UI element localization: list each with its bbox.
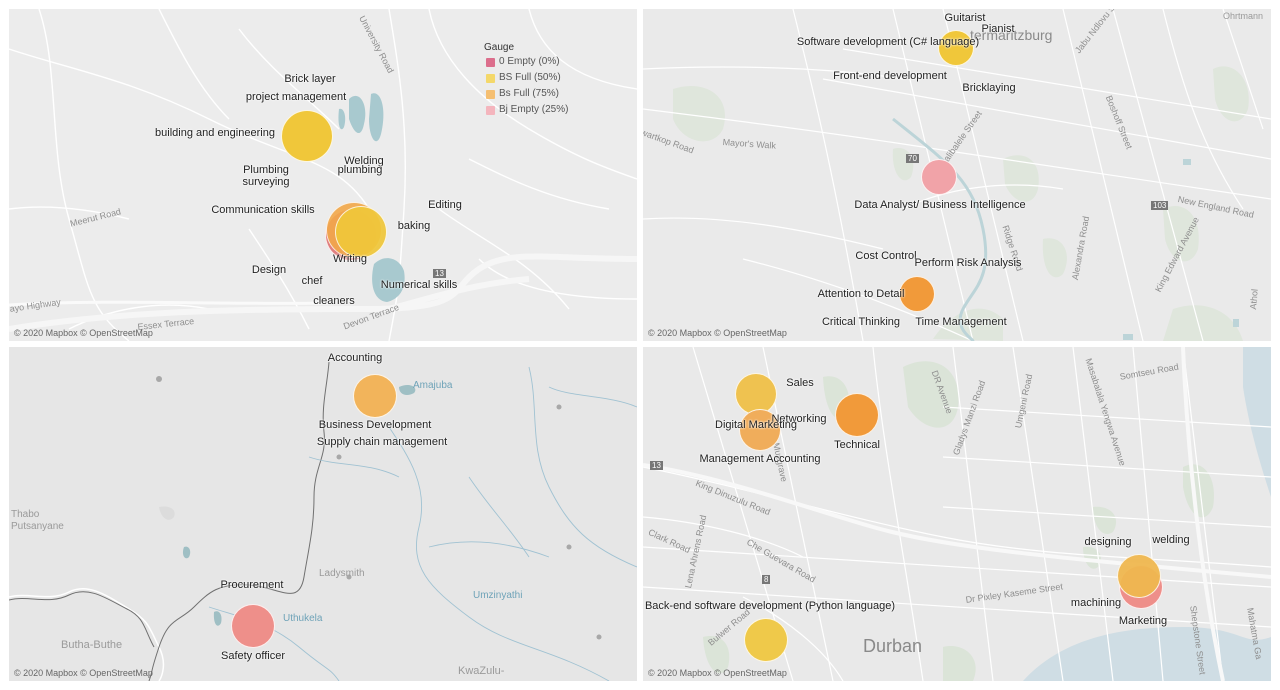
route-shield: 13 <box>650 461 663 470</box>
skill-bubble[interactable] <box>938 30 974 66</box>
skill-bubble[interactable] <box>744 618 788 662</box>
map-attribution[interactable]: © 2020 Mapbox © OpenStreetMap <box>648 328 787 338</box>
legend-label: BS Full (50%) <box>499 72 561 83</box>
map-background <box>9 361 637 681</box>
skill-bubble[interactable] <box>1117 554 1161 598</box>
legend-swatch <box>486 106 495 115</box>
map-attribution[interactable]: © 2020 Mapbox © OpenStreetMap <box>14 328 153 338</box>
skill-label: Business Development <box>318 419 432 431</box>
skill-label: Digital Marketing <box>715 419 797 431</box>
skill-label: Plumbing <box>243 164 289 176</box>
place-label: Ladysmith <box>319 568 365 579</box>
map-panel-3[interactable]: Amajuba Thabo Putsanyane Ladysmith Uthuk… <box>9 347 637 681</box>
skill-label: Attention to Detail <box>817 288 905 300</box>
skill-label: Networking <box>771 413 827 425</box>
place-label: Umzinyathi <box>473 590 523 601</box>
skill-bubble[interactable] <box>231 604 275 648</box>
legend-item[interactable]: BS Full (50%) <box>484 72 561 88</box>
skill-label: Management Accounting <box>699 453 821 465</box>
skill-label: Marketing <box>1118 615 1168 627</box>
skill-label: Back-end software development (Python la… <box>644 600 896 612</box>
place-label: Butha-Buthe <box>61 639 123 651</box>
skill-label: surveying <box>242 176 290 188</box>
skill-label: plumbing <box>337 164 383 176</box>
route-shield: 13 <box>433 269 446 278</box>
skill-label: Time Management <box>915 316 1007 328</box>
map-panel-1[interactable]: University Road Meerut Road Devon Terrac… <box>9 9 637 341</box>
map-attribution[interactable]: © 2020 Mapbox © OpenStreetMap <box>648 668 787 678</box>
map-background <box>643 347 1271 681</box>
skill-label: Guitarist <box>944 12 986 24</box>
skill-label: Front-end development <box>833 70 947 82</box>
skill-label: Pianist <box>981 23 1015 35</box>
skill-label: Welding <box>344 155 384 167</box>
legend-swatch <box>486 90 495 99</box>
skill-label: Brick layer <box>284 73 336 85</box>
skill-label: chef <box>301 275 323 287</box>
skill-label: Numerical skills <box>380 279 458 291</box>
legend-item[interactable]: Bs Full (75%) <box>484 88 559 104</box>
skill-bubble[interactable] <box>835 393 879 437</box>
skill-label: Technical <box>834 439 880 451</box>
skill-label: Critical Thinking <box>821 316 901 328</box>
skill-label: Cost Control <box>855 250 917 262</box>
skill-label: Software development (C# language) <box>796 36 980 48</box>
skill-label: Editing <box>428 199 462 211</box>
place-label: termaritzburg <box>970 27 1053 43</box>
skill-bubble[interactable] <box>281 110 333 162</box>
skill-label: welding <box>1152 534 1190 546</box>
skill-bubble[interactable] <box>335 206 387 258</box>
skill-label: Sales <box>786 377 814 389</box>
skill-label: cleaners <box>313 295 355 307</box>
legend-label: Bj Empty (25%) <box>499 104 569 115</box>
map-panel-4[interactable]: Durban DR Avenue Umgeni Road Somtseu Roa… <box>643 347 1271 681</box>
skill-bubble[interactable] <box>353 374 397 418</box>
legend-label: Bs Full (75%) <box>499 88 560 99</box>
skill-label: Accounting <box>327 352 383 364</box>
skill-label: Design <box>251 264 287 276</box>
legend-item[interactable]: Bj Empty (25%) <box>484 104 568 120</box>
skill-label: Bricklaying <box>962 82 1016 94</box>
gauge-legend: Gauge 0 Empty (0%) BS Full (50%) Bs Full… <box>484 42 568 120</box>
skill-label: designing <box>1084 536 1132 548</box>
place-label: Putsanyane <box>11 521 64 532</box>
route-shield: 103 <box>1151 201 1169 210</box>
skill-bubble[interactable] <box>921 159 957 195</box>
skill-label: Communication skills <box>211 204 315 216</box>
route-shield: 70 <box>906 154 919 163</box>
place-label: Thabo <box>11 509 40 520</box>
skill-label: Writing <box>332 253 368 265</box>
map-background <box>643 9 1271 341</box>
skill-label: Perform Risk Analysis <box>914 257 1022 269</box>
map-panel-2[interactable]: termaritzburg Ohrtmann Jabu Ndlovu St Bo… <box>643 9 1271 341</box>
place-label: KwaZulu- <box>458 665 505 677</box>
skill-label: Data Analyst/ Business Intelligence <box>854 199 1026 211</box>
place-label: Uthukela <box>283 613 323 624</box>
skill-bubble[interactable] <box>739 409 781 451</box>
skill-label: baking <box>397 220 431 232</box>
skill-label: Supply chain management <box>316 436 448 448</box>
place-label: Durban <box>863 636 923 656</box>
skill-label: machining <box>1070 597 1122 609</box>
skill-label: Procurement <box>220 579 284 591</box>
skill-label: Safety officer <box>221 650 285 662</box>
legend-swatch <box>486 74 495 83</box>
route-shield: 8 <box>762 575 771 584</box>
legend-swatch <box>486 58 495 67</box>
place-label: Amajuba <box>413 380 453 391</box>
place-label: Ohrtmann <box>1223 11 1264 21</box>
legend-title: Gauge <box>484 42 515 53</box>
skill-label: project management <box>245 91 347 103</box>
skill-label: building and engineering <box>155 127 275 139</box>
legend-label: 0 Empty (0%) <box>499 56 560 67</box>
road-label: Athol <box>1248 288 1260 310</box>
skill-bubble[interactable] <box>899 276 935 312</box>
map-attribution[interactable]: © 2020 Mapbox © OpenStreetMap <box>14 668 153 678</box>
legend-item[interactable]: 0 Empty (0%) <box>484 56 560 72</box>
